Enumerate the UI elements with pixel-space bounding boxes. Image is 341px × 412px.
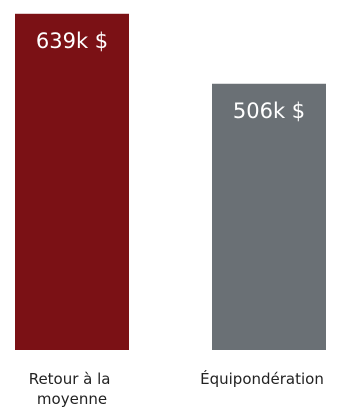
category-label-1-line-1: Retour à la [29, 370, 111, 388]
bar-group-2: 506k $ [212, 84, 326, 350]
category-label-1-line-2: moyenne [37, 390, 107, 408]
bar-group-1: 639k $ [15, 14, 129, 350]
category-label-2: Équipondération [200, 369, 324, 388]
bar-value-label-2: 506k $ [233, 99, 305, 123]
bar-equiponderation [212, 84, 326, 350]
bar-value-label-1: 639k $ [36, 29, 108, 53]
category-label-1: Retour à la moyenne [29, 370, 116, 408]
category-label-2-line-1: Équipondération [200, 369, 324, 388]
bar-retour-a-la-moyenne [15, 14, 129, 350]
